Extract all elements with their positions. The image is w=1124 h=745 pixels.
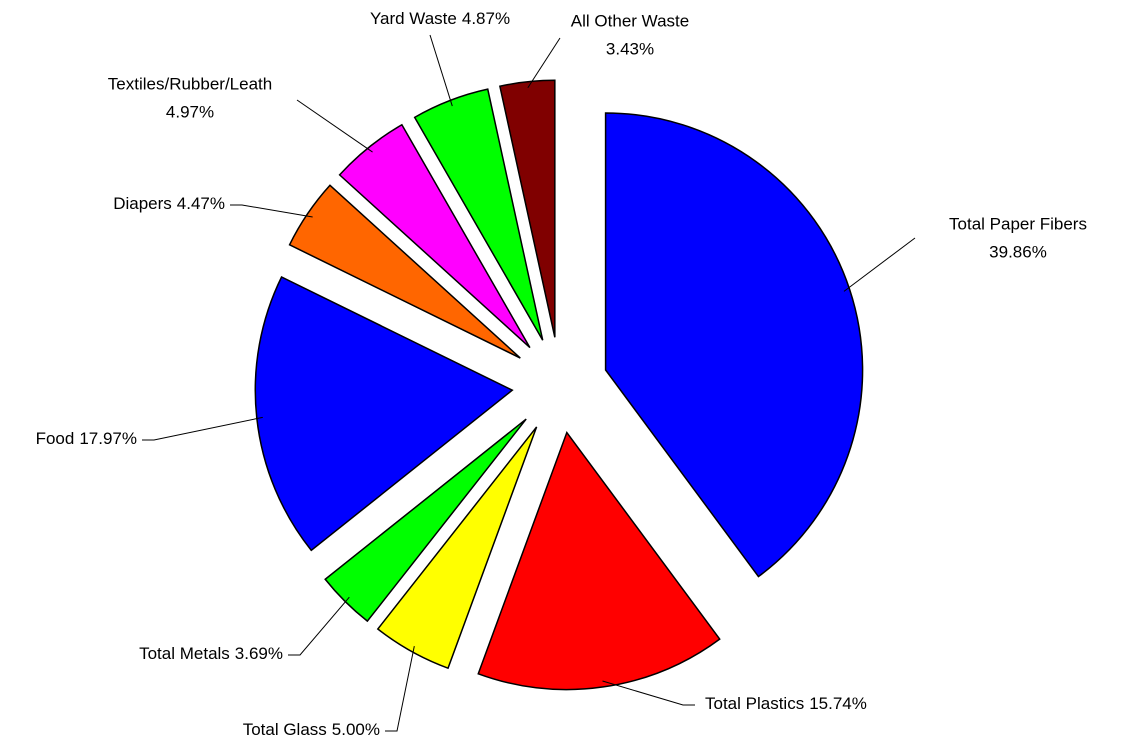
slice-value-label: 3.43% bbox=[606, 39, 654, 58]
leader-line bbox=[385, 646, 415, 732]
slice-value-label: 39.86% bbox=[989, 242, 1047, 261]
pie-slice bbox=[498, 79, 556, 338]
slice-value-label: 4.87% bbox=[462, 9, 510, 28]
pie-slice bbox=[338, 123, 531, 349]
slice-value-label: 3.69% bbox=[235, 644, 283, 663]
leader-line bbox=[843, 237, 916, 292]
leader-line bbox=[142, 416, 263, 441]
slice-label-group: Total Metals 3.69% bbox=[139, 644, 283, 663]
slice-label: Yard Waste bbox=[370, 9, 457, 28]
leader-line bbox=[602, 680, 695, 706]
slice-label-group: Food 17.97% bbox=[36, 429, 137, 448]
pie-slice bbox=[288, 184, 521, 359]
slice-value-label: 4.47% bbox=[177, 194, 225, 213]
slice-value-label: 15.74% bbox=[809, 694, 867, 713]
slices bbox=[254, 79, 864, 691]
slice-label: Textiles/Rubber/Leath bbox=[108, 74, 272, 93]
slice-label: Food bbox=[36, 429, 75, 448]
slice-label: All Other Waste bbox=[571, 11, 689, 30]
slice-label: Total Paper Fibers bbox=[949, 214, 1087, 233]
pie-slice bbox=[254, 275, 514, 552]
pie-slice bbox=[477, 430, 721, 691]
leader-line bbox=[230, 204, 313, 218]
slice-value-label: 17.97% bbox=[79, 429, 137, 448]
slice-label-group: Total Plastics 15.74% bbox=[705, 694, 867, 713]
pie-slice bbox=[376, 426, 538, 670]
slice-label: Total Metals bbox=[139, 644, 230, 663]
slice-value-label: 5.00% bbox=[332, 720, 380, 739]
leader-line bbox=[288, 596, 350, 656]
slice-label-group: Diapers 4.47% bbox=[113, 194, 225, 213]
slice-label-group: Total Glass 5.00% bbox=[243, 720, 380, 739]
slice-label: Total Plastics bbox=[705, 694, 804, 713]
labels: Total Paper Fibers 39.86% Total Plastics 15… bbox=[36, 9, 1087, 739]
slice-label-group: Yard Waste 4.87% bbox=[370, 9, 510, 28]
leader-line bbox=[429, 34, 453, 107]
slice-label: Diapers bbox=[113, 194, 172, 213]
pie-slice bbox=[604, 112, 864, 578]
slice-label: Total Glass bbox=[243, 720, 327, 739]
slice-value-label: 4.97% bbox=[166, 102, 214, 121]
leader-line bbox=[296, 99, 373, 153]
leader-line bbox=[527, 37, 561, 89]
